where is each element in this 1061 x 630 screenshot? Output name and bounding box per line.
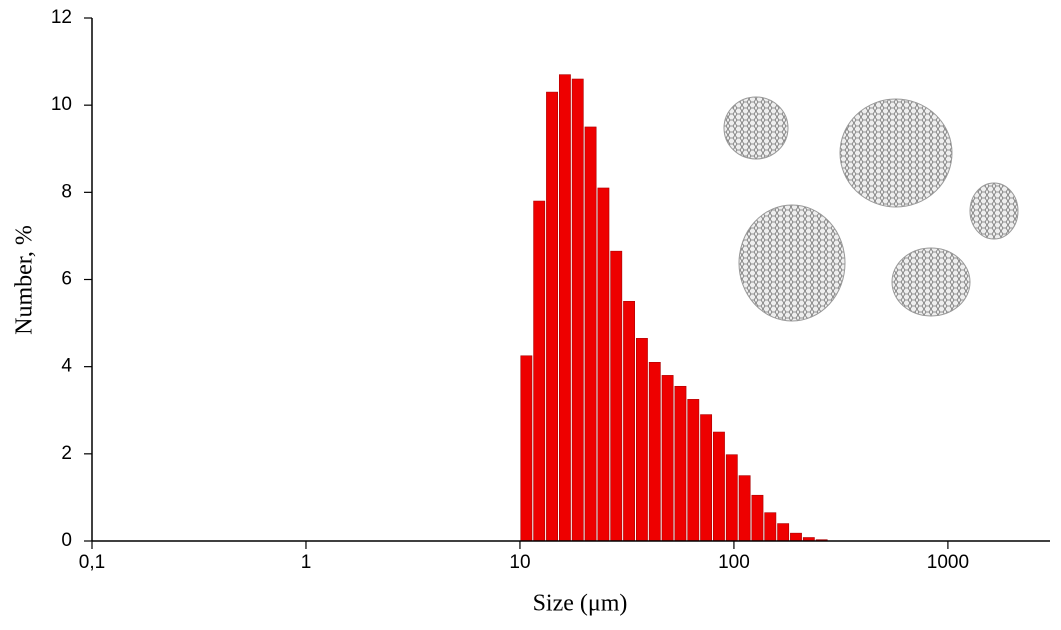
x-axis-label: Size (μm) <box>533 591 628 617</box>
bar <box>674 385 687 542</box>
bar <box>687 399 700 542</box>
y-tick-label: 4 <box>61 356 72 377</box>
y-tick-label: 0 <box>61 530 72 551</box>
bar <box>546 91 558 542</box>
x-tick-label: 1 <box>301 552 312 573</box>
bar <box>777 523 790 542</box>
y-tick-label: 2 <box>61 443 72 464</box>
y-tick-label: 6 <box>61 269 72 290</box>
bar <box>764 512 777 542</box>
y-tick-label: 10 <box>51 94 72 115</box>
bar <box>751 494 764 542</box>
x-tick-label: 1000 <box>927 552 969 573</box>
bar <box>533 200 546 542</box>
bar <box>597 187 610 542</box>
y-tick-label: 8 <box>61 181 72 202</box>
bar <box>623 300 635 542</box>
y-tick-label: 12 <box>51 7 72 28</box>
particle-images <box>723 96 1019 322</box>
bar <box>738 475 751 542</box>
y-axis-label: Number, % <box>12 225 38 335</box>
bar <box>700 414 713 542</box>
bar <box>635 338 648 542</box>
bar <box>520 355 533 542</box>
x-tick-label: 0,1 <box>79 552 105 573</box>
bar <box>571 78 584 542</box>
bar <box>713 431 725 542</box>
bar <box>584 126 597 542</box>
bar <box>661 375 674 542</box>
bar <box>790 532 802 542</box>
x-tick-label: 10 <box>509 552 530 573</box>
bar <box>725 454 738 542</box>
bar <box>558 74 571 542</box>
bar <box>610 250 623 542</box>
x-tick-label: 100 <box>718 552 750 573</box>
bar <box>648 362 661 542</box>
